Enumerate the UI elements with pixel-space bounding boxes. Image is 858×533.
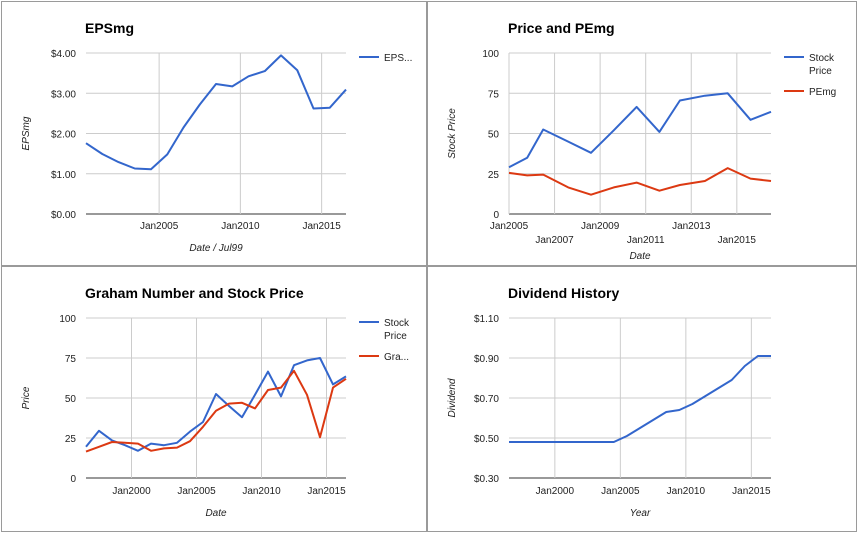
- chart-title: Price and PEmg: [508, 20, 615, 36]
- y-tick-label: 0: [493, 210, 499, 221]
- y-tick-label: $2.00: [51, 130, 76, 141]
- series-line: [85, 54, 347, 171]
- price-pemg-chart-panel: Price and PEmg 0 25 50 75 100 Jan2005 Jan2007 Ja…: [427, 1, 857, 266]
- y-axis-label: EPSmg: [21, 116, 32, 150]
- x-tick-label: Jan2005: [140, 221, 179, 232]
- chart-svg: Price and PEmg 0 25 50 75 100 Jan2005 Jan2007 Ja…: [447, 20, 836, 262]
- y-axis-label: Dividend: [447, 378, 458, 417]
- x-tick-label: Jan2010: [221, 221, 260, 232]
- x-tick-label: Jan2013: [672, 221, 711, 232]
- series-line: [509, 355, 771, 443]
- x-axis-label: Year: [630, 508, 651, 519]
- x-tick-label: Jan2007: [535, 235, 574, 246]
- x-tick-label: Jan2011: [627, 235, 665, 246]
- x-tick-label: Jan2015: [732, 486, 771, 497]
- y-tick-label: 100: [59, 314, 76, 325]
- x-tick-label: Jan2009: [581, 221, 620, 232]
- x-tick-label: Jan2015: [307, 486, 346, 497]
- y-tick-label: $0.90: [474, 354, 499, 365]
- x-tick-label: Jan2015: [302, 221, 341, 232]
- y-tick-label: 75: [488, 89, 500, 100]
- y-tick-label: 50: [488, 130, 500, 141]
- x-tick-label: Jan2005: [177, 486, 216, 497]
- x-axis-label: Date: [629, 251, 651, 262]
- legend-label: Stock: [809, 53, 835, 64]
- y-tick-label: $0.70: [474, 394, 499, 405]
- y-axis-label: Price: [21, 386, 32, 409]
- series-line: [85, 357, 347, 452]
- legend-label: PEmg: [809, 87, 836, 98]
- y-tick-label: 0: [70, 474, 76, 485]
- y-tick-label: $0.00: [51, 210, 76, 221]
- chart-svg: Graham Number and Stock Price 0 25 50 75 100 J…: [21, 285, 410, 519]
- x-axis-label: Date / Jul99: [189, 243, 243, 254]
- y-tick-label: $0.50: [474, 434, 499, 445]
- legend-label: Gra...: [384, 352, 409, 363]
- graham-chart-panel: Graham Number and Stock Price 0 25 50 75 100 J…: [1, 266, 427, 532]
- y-tick-label: 50: [65, 394, 77, 405]
- series-line: [85, 369, 347, 453]
- x-tick-label: Jan2010: [667, 486, 706, 497]
- series-line: [508, 92, 772, 169]
- legend-label: Price: [809, 66, 832, 77]
- chart-svg: Dividend History $0.30 $0.50 $0.70 $0.90 $1.1…: [447, 285, 771, 519]
- x-tick-label: Jan2005: [601, 486, 640, 497]
- y-tick-label: 25: [65, 434, 77, 445]
- series-line: [508, 167, 772, 196]
- x-tick-label: Jan2000: [536, 486, 575, 497]
- x-tick-label: Jan2005: [490, 221, 529, 232]
- x-tick-label: Jan2015: [718, 235, 757, 246]
- chart-svg: EPSmg $0.00 $1.00 $2.00 $3.00 $4.00 Jan2005 Jan…: [21, 20, 412, 254]
- y-tick-label: $1.10: [474, 314, 499, 325]
- y-tick-label: 25: [488, 170, 500, 181]
- y-tick-label: $4.00: [51, 49, 76, 60]
- legend-label: Stock: [384, 318, 410, 329]
- y-tick-label: 100: [482, 49, 499, 60]
- legend-label: EPS...: [384, 53, 412, 64]
- legend-label: Price: [384, 331, 407, 342]
- y-tick-label: 75: [65, 354, 77, 365]
- chart-title: Dividend History: [508, 285, 619, 301]
- y-tick-label: $0.30: [474, 474, 499, 485]
- eps-chart-panel: EPSmg $0.00 $1.00 $2.00 $3.00 $4.00 Jan2005 Jan…: [1, 1, 427, 266]
- chart-title: Graham Number and Stock Price: [85, 285, 304, 301]
- y-tick-label: $3.00: [51, 89, 76, 100]
- chart-title: EPSmg: [85, 20, 134, 36]
- y-tick-label: $1.00: [51, 170, 76, 181]
- x-axis-label: Date: [205, 508, 227, 519]
- x-tick-label: Jan2000: [112, 486, 151, 497]
- dividend-chart-panel: Dividend History $0.30 $0.50 $0.70 $0.90 $1.1…: [427, 266, 857, 532]
- y-axis-label: Stock Price: [447, 108, 458, 159]
- x-tick-label: Jan2010: [242, 486, 281, 497]
